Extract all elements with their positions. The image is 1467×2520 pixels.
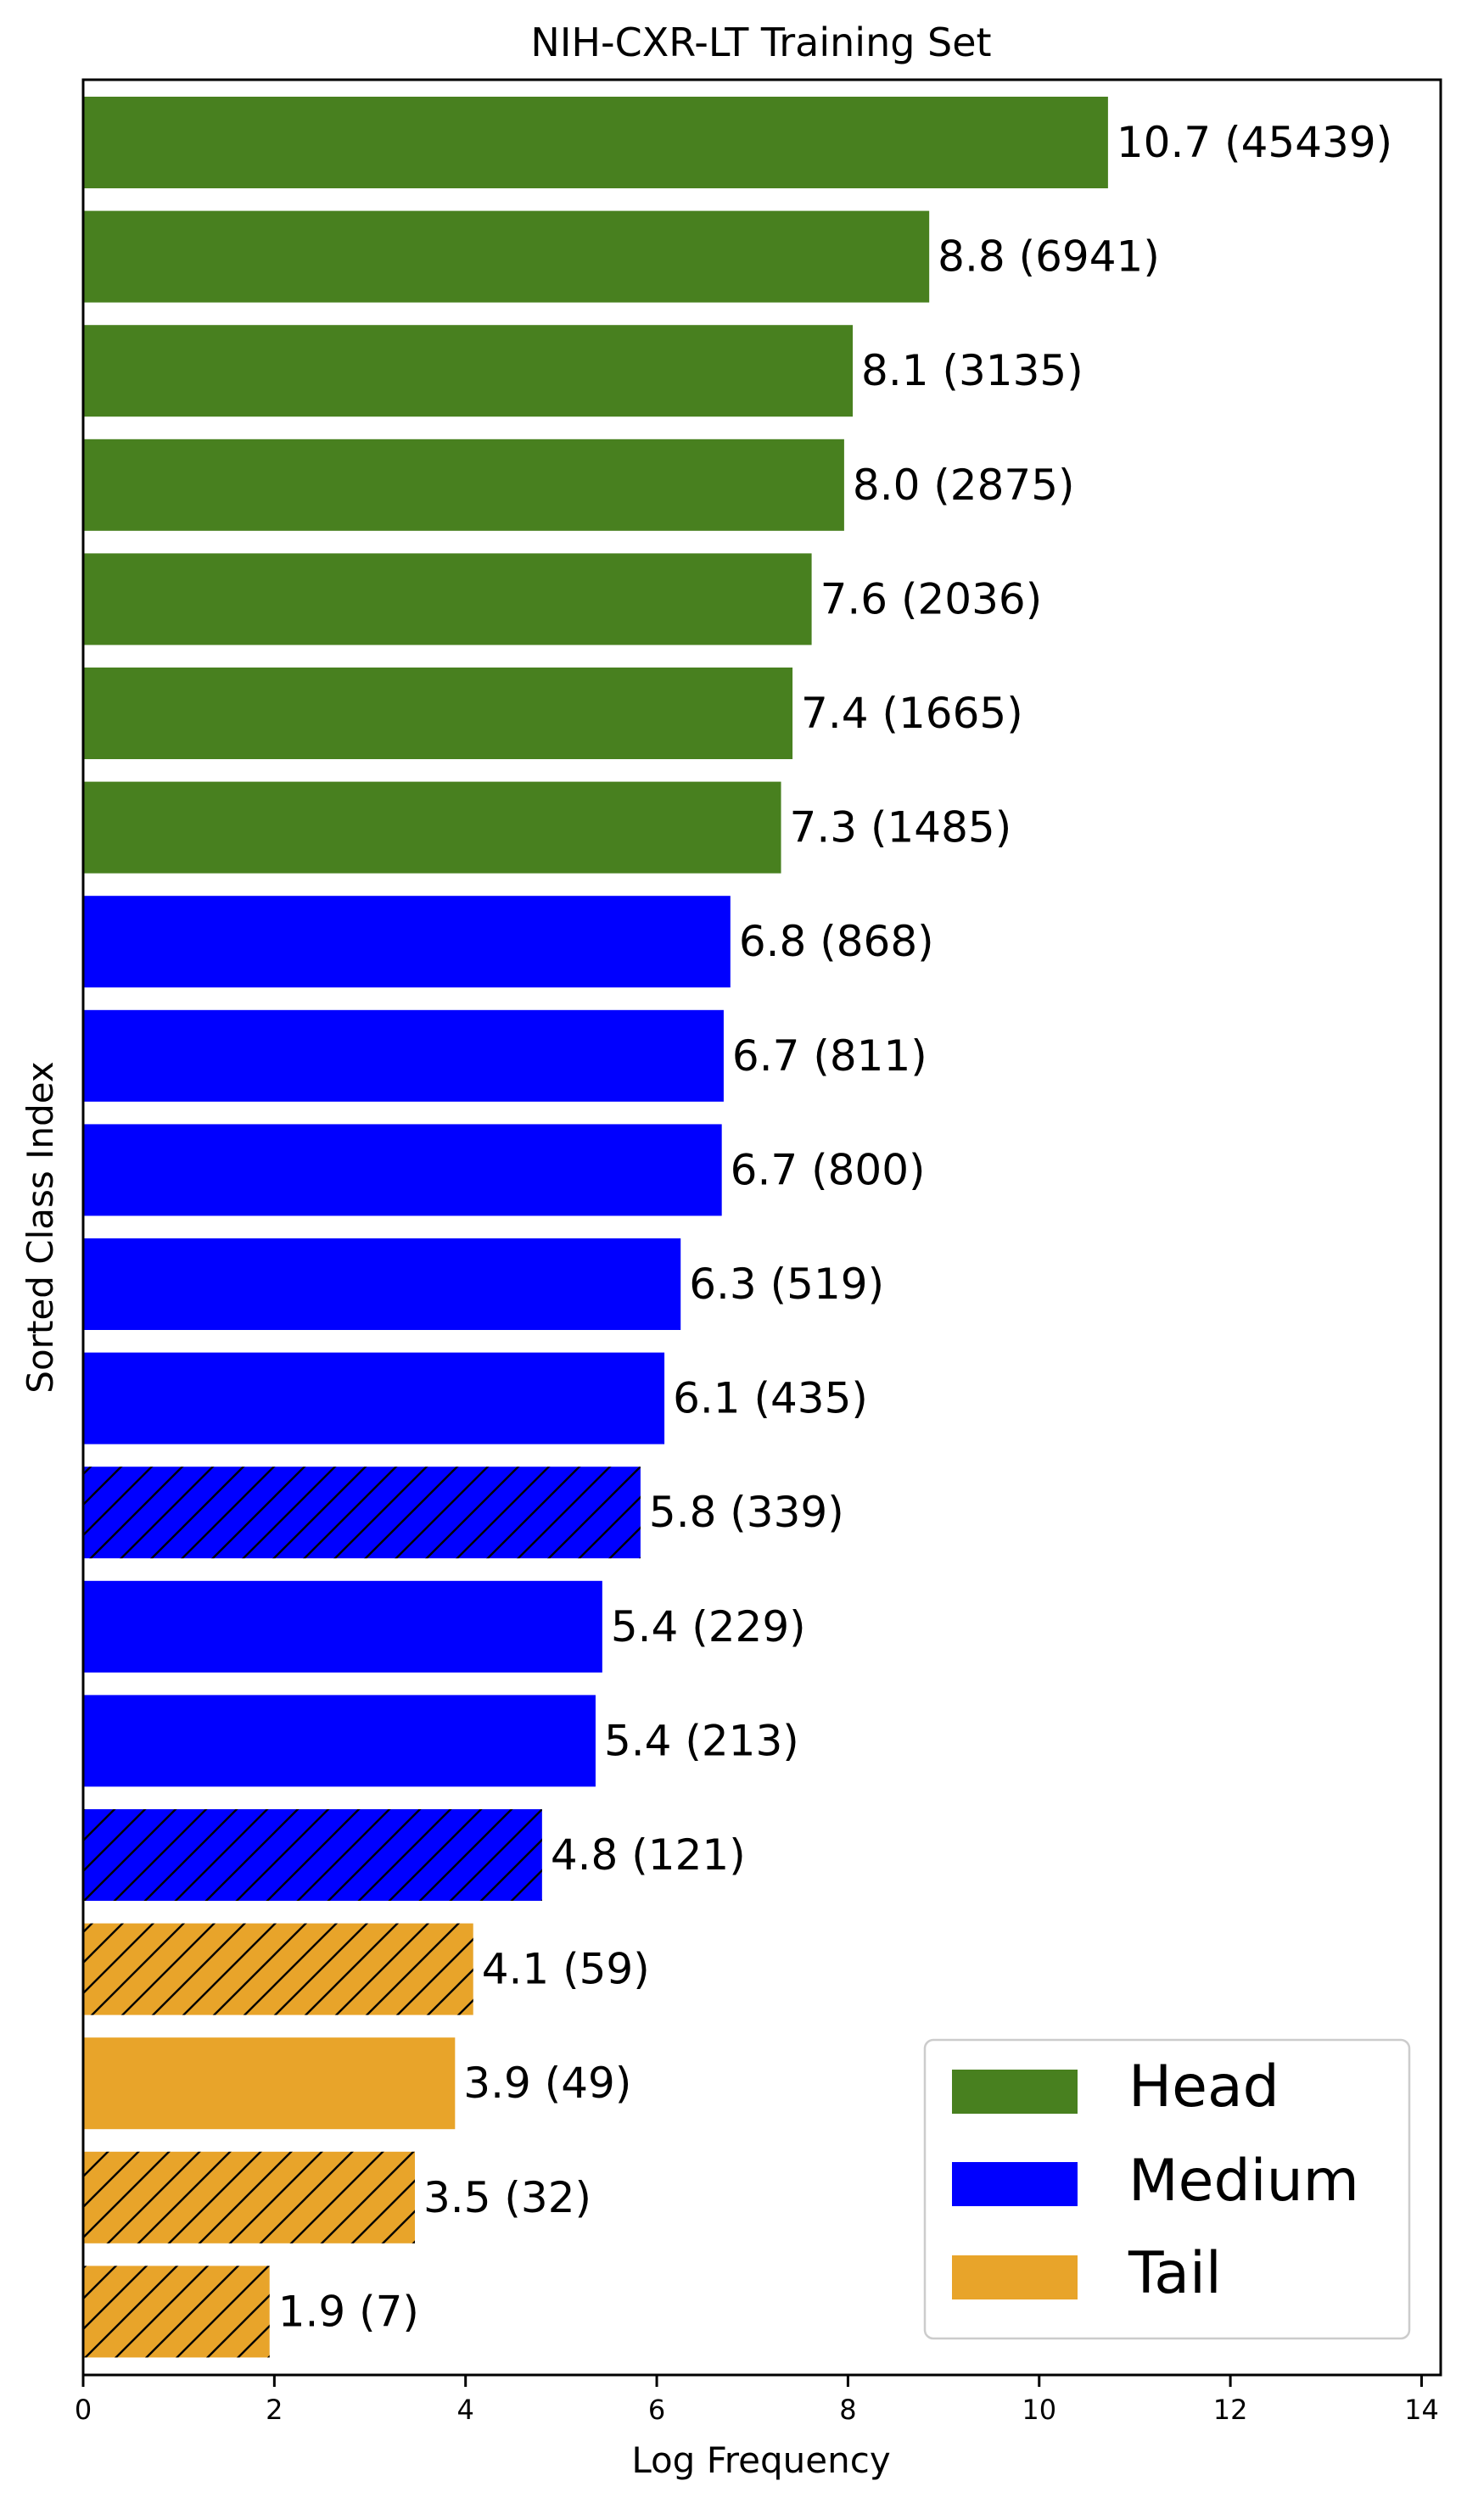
bar-9 <box>83 1009 724 1102</box>
bar-8 <box>83 896 731 988</box>
bar-value-label-3: 8.1 (3135) <box>861 346 1083 395</box>
legend: Head Medium Tail <box>923 2038 1411 2340</box>
legend-swatch-medium <box>952 2162 1078 2206</box>
x-tick-label-6: 6 <box>648 2394 665 2426</box>
legend-label-tail: Tail <box>1128 2240 1222 2307</box>
legend-swatch-head <box>952 2070 1078 2114</box>
legend-label-head: Head <box>1128 2053 1279 2120</box>
bar-value-label-8: 6.8 (868) <box>739 917 934 966</box>
bar-14 <box>83 1580 602 1673</box>
bar-value-label-19: 3.5 (32) <box>423 2173 591 2222</box>
x-tick-label-0: 0 <box>75 2394 92 2426</box>
bar-value-label-7: 7.3 (1485) <box>790 803 1012 852</box>
bar-11 <box>83 1238 681 1330</box>
bar-10 <box>83 1124 722 1216</box>
bar-value-label-18: 3.9 (49) <box>463 2059 631 2108</box>
bar-hatch-17 <box>83 1923 473 2015</box>
x-tick-label-14: 14 <box>1404 2394 1439 2426</box>
bar-hatch-16 <box>83 1809 542 1901</box>
legend-label-medium: Medium <box>1128 2148 1359 2215</box>
bar-2 <box>83 210 930 303</box>
bar-hatch-19 <box>83 2151 415 2243</box>
legend-swatch-tail <box>952 2255 1078 2299</box>
bar-value-label-11: 6.3 (519) <box>689 1260 884 1309</box>
bar-18 <box>83 2037 456 2130</box>
bar-value-label-20: 1.9 (7) <box>278 2287 419 2336</box>
x-tick-label-12: 12 <box>1213 2394 1248 2426</box>
data-labels-layer: 10.7 (45439) 8.8 (6941) 8.1 (3135) 8.0 (287… <box>278 118 1392 2336</box>
bar-value-label-1: 10.7 (45439) <box>1117 118 1392 167</box>
plot-area-frame <box>81 78 1442 2377</box>
bar-value-label-14: 5.4 (229) <box>611 1602 806 1651</box>
bar-hatch-20 <box>83 2266 270 2358</box>
bar-value-label-12: 6.1 (435) <box>673 1374 868 1423</box>
bar-hatch-13 <box>83 1467 641 1559</box>
x-tick-label-10: 10 <box>1022 2394 1056 2426</box>
bar-value-label-10: 6.7 (800) <box>731 1145 926 1194</box>
bar-5 <box>83 553 812 645</box>
bars-layer <box>83 97 1108 2358</box>
bar-value-label-15: 5.4 (213) <box>604 1716 799 1765</box>
bar-1 <box>83 97 1108 188</box>
y-axis-label: Sorted Class Index <box>20 1061 61 1393</box>
bar-value-label-9: 6.7 (811) <box>732 1031 927 1081</box>
x-tick-label-4: 4 <box>457 2394 474 2426</box>
bar-value-label-2: 8.8 (6941) <box>938 232 1160 282</box>
bar-4 <box>83 439 844 531</box>
bar-15 <box>83 1695 596 1787</box>
bar-value-label-16: 4.8 (121) <box>551 1830 746 1880</box>
chart-title: NIH-CXR-LT Training Set <box>530 20 991 65</box>
bar-value-label-13: 5.8 (339) <box>649 1488 844 1537</box>
x-tick-label-2: 2 <box>266 2394 283 2426</box>
bar-12 <box>83 1352 665 1444</box>
bar-value-label-17: 4.1 (59) <box>482 1945 650 1994</box>
bar-6 <box>83 668 793 759</box>
bar-value-label-4: 8.0 (2875) <box>853 461 1075 510</box>
bar-value-label-6: 7.4 (1665) <box>801 689 1023 738</box>
x-axis: 0 2 4 6 8 10 12 14 <box>75 2375 1439 2426</box>
x-tick-label-8: 8 <box>839 2394 856 2426</box>
bar-7 <box>83 781 781 874</box>
bar-value-label-5: 7.6 (2036) <box>820 574 1043 623</box>
bar-3 <box>83 325 854 417</box>
x-axis-label: Log Frequency <box>631 2439 890 2481</box>
